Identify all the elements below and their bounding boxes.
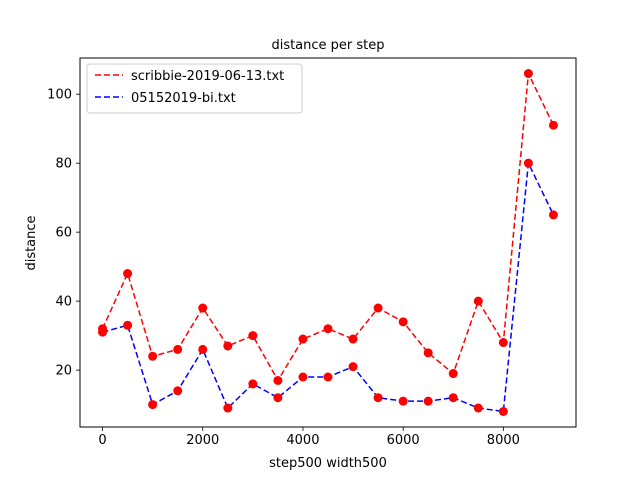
- data-point-s0-8: [298, 334, 308, 344]
- data-point-s0-1: [123, 269, 133, 279]
- data-point-s1-9: [323, 372, 333, 382]
- data-point-s0-6: [248, 331, 258, 341]
- data-point-s1-4: [198, 344, 208, 354]
- y-tick-label: 20: [55, 364, 72, 379]
- data-point-s0-18: [548, 120, 558, 130]
- x-tick-label: 4000: [286, 433, 319, 448]
- legend-box: [86, 63, 303, 114]
- data-point-s1-5: [223, 403, 233, 413]
- data-point-s1-2: [148, 400, 158, 410]
- x-tick-label: 6000: [387, 433, 420, 448]
- data-point-s0-10: [348, 334, 358, 344]
- data-point-s1-11: [373, 393, 383, 403]
- data-point-s1-8: [298, 372, 308, 382]
- legend: scribbie-2019-06-13.txt 05152019-bi.txt: [86, 63, 303, 114]
- data-point-s0-5: [223, 341, 233, 351]
- data-point-s0-17: [523, 69, 533, 79]
- data-point-s1-16: [498, 406, 508, 416]
- y-tick-label: 40: [55, 295, 72, 310]
- y-tick-label: 80: [55, 157, 72, 172]
- data-point-s1-0: [98, 327, 108, 337]
- data-point-s0-4: [198, 303, 208, 313]
- data-point-s1-12: [398, 396, 408, 406]
- data-point-s0-9: [323, 324, 333, 334]
- data-point-s0-12: [398, 317, 408, 327]
- data-point-s1-6: [248, 379, 258, 389]
- data-point-s1-18: [548, 210, 558, 220]
- y-axis-label: distance: [24, 215, 39, 270]
- data-point-s0-3: [173, 344, 183, 354]
- x-tick-label: 2000: [186, 433, 219, 448]
- plot-frame: [79, 57, 577, 428]
- data-point-s0-16: [498, 338, 508, 348]
- data-point-s0-15: [473, 296, 483, 306]
- x-tick-label: 8000: [487, 433, 520, 448]
- chart-title: distance per step: [271, 38, 384, 53]
- x-axis-label: step500 width500: [269, 456, 387, 471]
- legend-label-scribbie: scribbie-2019-06-13.txt: [131, 69, 284, 84]
- data-point-s0-11: [373, 303, 383, 313]
- data-point-s0-2: [148, 351, 158, 361]
- data-point-s1-13: [423, 396, 433, 406]
- y-tick-label: 60: [55, 226, 72, 241]
- data-point-s0-7: [273, 375, 283, 385]
- data-point-s1-17: [523, 158, 533, 168]
- data-point-s1-15: [473, 403, 483, 413]
- data-point-s1-3: [173, 386, 183, 396]
- data-point-s0-14: [448, 369, 458, 379]
- legend-label-bi: 05152019-bi.txt: [131, 91, 236, 106]
- data-point-s1-14: [448, 393, 458, 403]
- data-point-s1-10: [348, 362, 358, 372]
- data-point-s0-13: [423, 348, 433, 358]
- data-point-s1-1: [123, 320, 133, 330]
- x-tick-label: 0: [98, 433, 106, 448]
- data-point-s1-7: [273, 393, 283, 403]
- y-tick-label: 100: [47, 88, 72, 103]
